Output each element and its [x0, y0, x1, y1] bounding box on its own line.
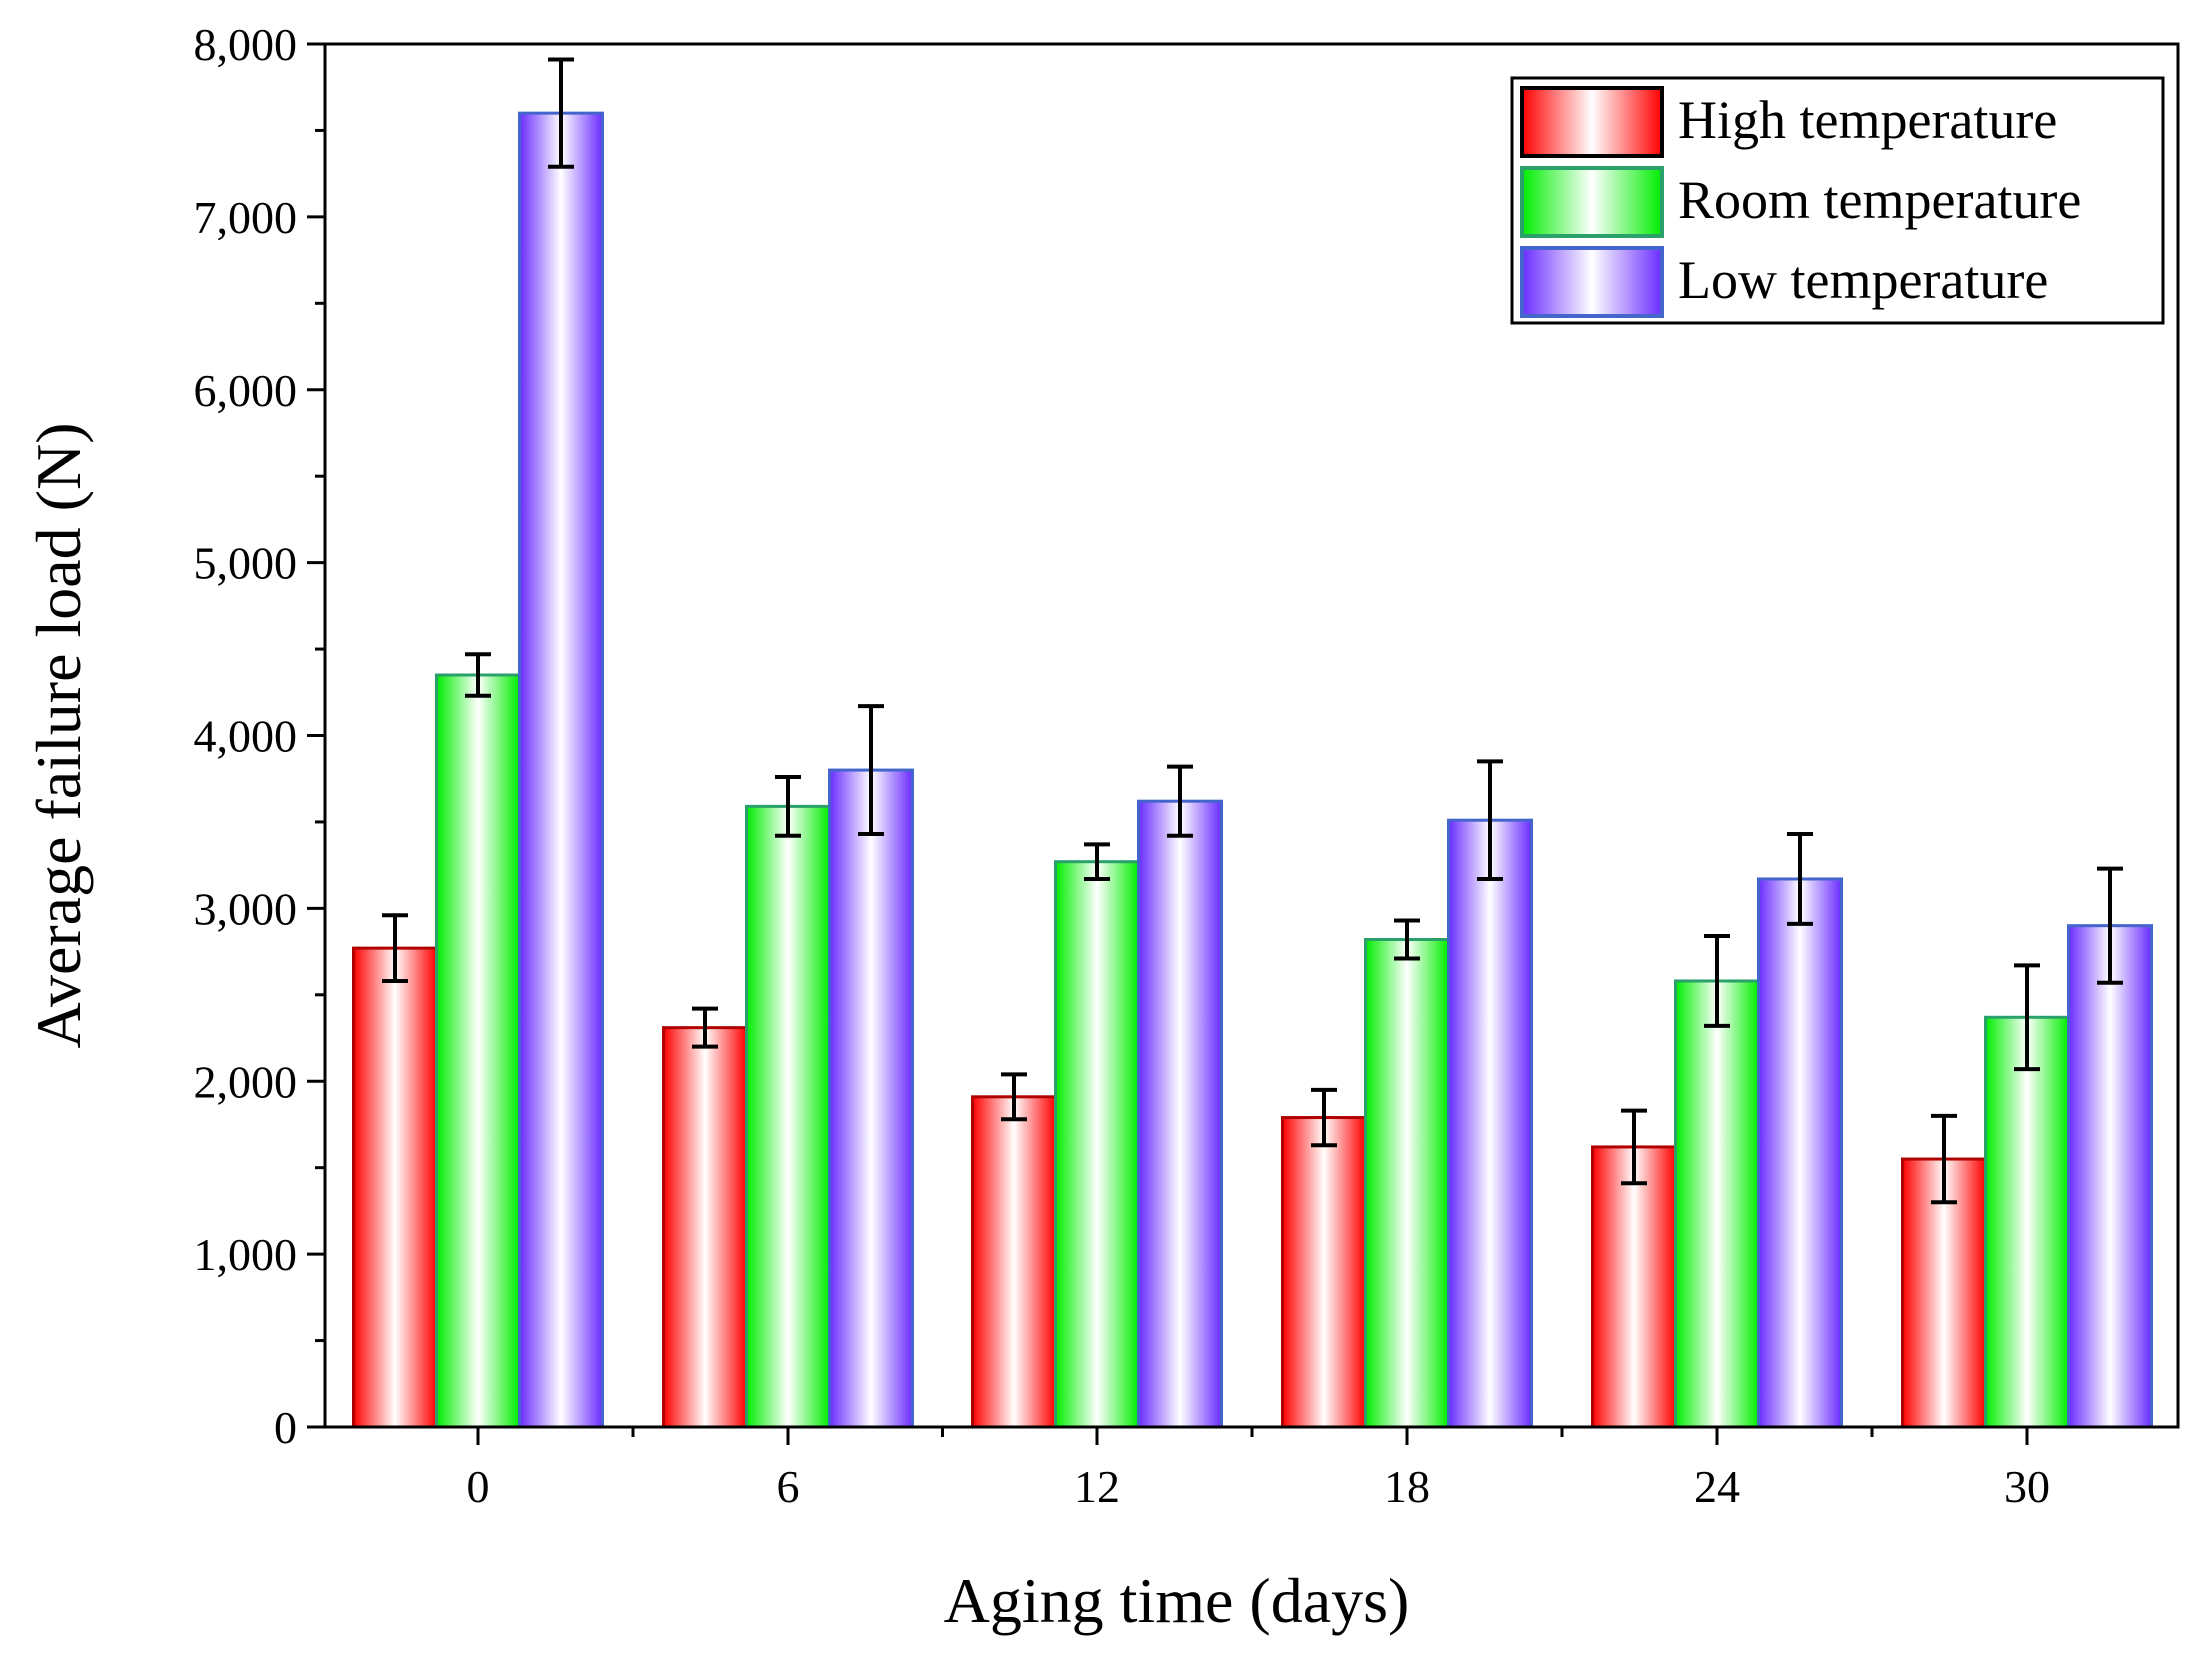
error-bar-low-temperature-12 — [1167, 764, 1193, 838]
error-bar-low-temperature-24 — [1787, 832, 1813, 926]
error-bar-high-temperature-0 — [382, 913, 408, 983]
error-bar-high-temperature-18 — [1311, 1087, 1337, 1148]
error-bar-high-temperature-6 — [692, 1006, 718, 1049]
error-bar-high-temperature-30 — [1931, 1113, 1957, 1205]
x-tick-label: 12 — [1074, 1461, 1120, 1512]
error-bar-room-temperature-0 — [465, 652, 491, 698]
legend-label-room-temperature: Room temperature — [1678, 170, 2081, 230]
legend: High temperature Room temperature Low temp… — [1510, 76, 2165, 325]
bar-low-temperature-30 — [2067, 924, 2153, 1429]
axes-group: 0 1,000 2,000 3,000 4,000 5,000 6,000 7,000 8,00… — [194, 19, 2180, 1512]
bar-high-temperature-12 — [971, 1095, 1057, 1429]
error-bar-low-temperature-18 — [1477, 759, 1503, 881]
y-tick-label: 1,000 — [194, 1229, 298, 1280]
legend-swatch-low-temperature — [1520, 246, 1664, 318]
y-tick-label: 4,000 — [194, 711, 298, 762]
error-bar-room-temperature-24 — [1704, 934, 1730, 1028]
bar-low-temperature-0 — [518, 111, 604, 1429]
bar-room-temperature-6 — [745, 804, 831, 1429]
error-bar-room-temperature-18 — [1394, 918, 1420, 961]
error-bar-high-temperature-24 — [1621, 1108, 1647, 1186]
y-tick-label: 3,000 — [194, 883, 298, 934]
bar-low-temperature-18 — [1447, 818, 1533, 1429]
bar-high-temperature-6 — [662, 1026, 748, 1429]
error-bars-group — [382, 57, 2123, 1205]
legend-swatch-high-temperature — [1520, 86, 1664, 158]
bar-room-temperature-30 — [1984, 1015, 2070, 1429]
legend-swatch-room-temperature — [1520, 166, 1664, 238]
y-tick-label: 0 — [274, 1402, 297, 1453]
x-tick-label: 30 — [2004, 1461, 2050, 1512]
y-tick-label: 8,000 — [194, 19, 298, 70]
x-tick-label: 6 — [777, 1461, 800, 1512]
bar-room-temperature-12 — [1054, 860, 1140, 1429]
y-tick-label: 2,000 — [194, 1056, 298, 1107]
y-tick-label: 5,000 — [194, 538, 298, 589]
bar-low-temperature-24 — [1757, 877, 1843, 1429]
x-tick-label: 18 — [1384, 1461, 1430, 1512]
error-bar-room-temperature-6 — [775, 774, 801, 838]
bar-high-temperature-18 — [1281, 1116, 1367, 1429]
error-bar-low-temperature-30 — [2097, 866, 2123, 985]
bar-high-temperature-0 — [352, 946, 438, 1429]
bar-room-temperature-24 — [1674, 979, 1760, 1429]
error-bar-low-temperature-0 — [548, 57, 574, 169]
bar-room-temperature-0 — [435, 673, 521, 1429]
legend-label-low-temperature: Low temperature — [1678, 250, 2048, 310]
error-bar-room-temperature-30 — [2014, 963, 2040, 1072]
x-axis-title: Aging time (days) — [944, 1565, 1410, 1636]
error-bar-low-temperature-6 — [858, 704, 884, 837]
bar-high-temperature-24 — [1591, 1145, 1677, 1429]
legend-label-high-temperature: High temperature — [1678, 90, 2057, 150]
y-axis-title: Average failure load (N) — [23, 422, 94, 1048]
bar-low-temperature-6 — [828, 768, 914, 1429]
bar-room-temperature-18 — [1364, 937, 1450, 1429]
y-tick-label: 6,000 — [194, 365, 298, 416]
y-tick-label: 7,000 — [194, 192, 298, 243]
x-tick-label: 0 — [467, 1461, 490, 1512]
error-bar-room-temperature-12 — [1084, 842, 1110, 881]
bar-low-temperature-12 — [1137, 799, 1223, 1429]
error-bar-high-temperature-12 — [1001, 1072, 1027, 1122]
x-tick-label: 24 — [1694, 1461, 1740, 1512]
